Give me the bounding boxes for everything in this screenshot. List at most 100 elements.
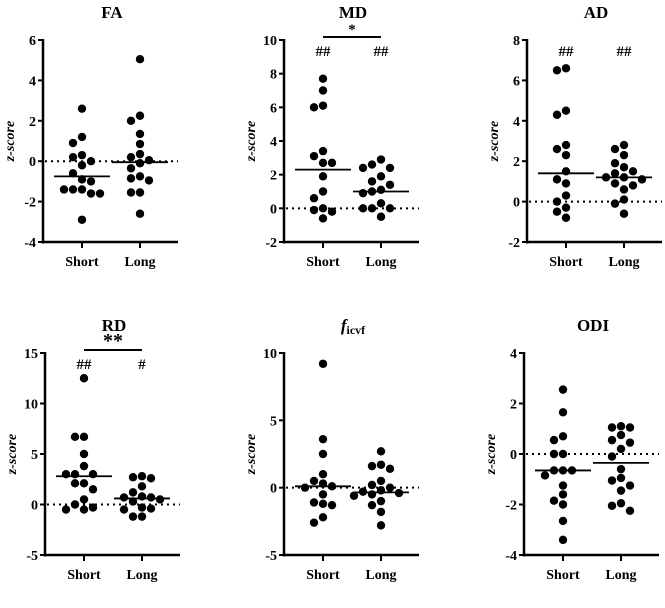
- data-point-short: [558, 432, 568, 441]
- data-point-short: [309, 476, 319, 486]
- data-point-long: [376, 521, 386, 530]
- data-point-long: [607, 435, 617, 445]
- data-point-long: [119, 493, 129, 502]
- data-point-short: [318, 490, 328, 499]
- data-point-long: [616, 473, 626, 483]
- chart-title: ficvf: [341, 316, 366, 337]
- panel-md: MD z-score -2 0 2 4 6 8 10 Short Long ## ## *: [241, 0, 463, 290]
- y-tick-label: -2: [265, 236, 277, 251]
- data-point-short: [79, 374, 89, 383]
- chart-title: AD: [584, 3, 609, 22]
- y-tick-label: 5: [270, 414, 277, 429]
- data-point-long: [625, 438, 635, 447]
- x-tick-label: Short: [306, 255, 340, 270]
- data-point-short: [318, 74, 328, 83]
- data-point-short: [68, 185, 78, 194]
- x-tick-label: Long: [365, 568, 396, 583]
- data-point-short: [318, 513, 328, 522]
- data-point-short: [552, 144, 562, 154]
- data-point-long: [607, 452, 617, 461]
- data-point-long: [144, 176, 154, 185]
- data-point-short: [86, 189, 96, 198]
- data-point-long: [619, 163, 629, 172]
- data-point-short: [558, 481, 568, 490]
- data-point-short: [77, 215, 87, 224]
- data-point-short: [88, 503, 98, 512]
- x-tick-label: Short: [549, 255, 583, 270]
- data-point-long: [376, 212, 386, 221]
- data-point-short: [549, 435, 559, 445]
- data-point-long: [137, 482, 147, 491]
- x-tick-label: Short: [306, 568, 340, 583]
- data-point-short: [558, 516, 568, 526]
- y-tick-label: -2: [24, 196, 36, 211]
- data-point-long: [137, 503, 147, 512]
- data-point-long: [126, 174, 136, 183]
- data-point-long: [610, 169, 620, 178]
- data-point-long: [376, 496, 386, 506]
- data-point-short: [552, 207, 562, 216]
- y-tick-label: 4: [270, 135, 277, 150]
- data-point-short: [300, 483, 310, 492]
- data-point-long: [376, 507, 386, 517]
- data-point-short: [318, 86, 328, 95]
- data-point-long: [385, 483, 395, 492]
- data-point-short: [309, 103, 319, 112]
- data-point-long: [619, 185, 629, 194]
- panel-rd: RD z-score -5 0 5 10 15 Short Long ## # **: [2, 313, 224, 603]
- data-point-long: [135, 139, 145, 149]
- data-point-long: [625, 481, 635, 490]
- panel-fa: FA z-score -4 -2 0 2 4 6 Short Long: [0, 0, 222, 290]
- data-point-long: [367, 177, 377, 186]
- data-point-long: [135, 129, 145, 139]
- data-point-long: [607, 423, 617, 432]
- y-tick-label: 4: [29, 74, 36, 89]
- y-tick-label: 2: [270, 169, 277, 184]
- panel-ficvf: ficvf z-score -5 0 5 10 Short Long: [241, 313, 463, 603]
- y-tick-label: 10: [263, 347, 277, 362]
- data-point-short: [318, 158, 328, 168]
- data-point-long: [146, 493, 156, 502]
- data-point-short: [327, 207, 337, 216]
- data-point-short: [552, 197, 562, 206]
- data-point-short: [561, 140, 571, 150]
- panel-odi: ODI z-score -4 -2 0 2 4 Short Long: [481, 313, 665, 603]
- data-point-short: [561, 106, 571, 115]
- data-point-short: [561, 179, 571, 188]
- data-point-long: [610, 199, 620, 208]
- data-point-short: [561, 64, 571, 73]
- data-point-short: [77, 104, 87, 113]
- data-point-long: [135, 188, 145, 197]
- data-point-long: [376, 155, 386, 164]
- data-point-long: [610, 179, 620, 188]
- data-point-short: [318, 146, 328, 156]
- data-point-long: [385, 204, 395, 213]
- y-tick-label: 5: [31, 448, 38, 463]
- data-point-short: [309, 498, 319, 507]
- data-point-short: [59, 185, 69, 194]
- data-point-short: [561, 213, 571, 222]
- data-point-short: [561, 191, 571, 200]
- data-point-long: [126, 116, 136, 126]
- data-point-long: [135, 111, 145, 120]
- chart-title: FA: [101, 3, 123, 22]
- y-tick-label: 0: [270, 482, 277, 497]
- data-point-long: [628, 181, 638, 190]
- x-tick-label: Short: [546, 568, 580, 583]
- chart-svg: MD z-score -2 0 2 4 6 8 10 Short Long ## ## *: [244, 3, 419, 270]
- y-axis-label: z-score: [3, 121, 18, 162]
- data-point-long: [119, 505, 129, 514]
- data-point-long: [358, 163, 368, 173]
- data-point-long: [376, 172, 386, 181]
- y-tick-label: 2: [510, 398, 517, 413]
- data-point-long: [607, 476, 617, 485]
- data-point-short: [318, 172, 328, 181]
- data-point-short: [77, 175, 87, 184]
- data-point-long: [619, 150, 629, 160]
- chart-svg: FA z-score -4 -2 0 2 4 6 Short Long: [3, 3, 178, 270]
- y-axis-label: z-score: [5, 434, 20, 475]
- data-point-long: [126, 152, 136, 162]
- data-point-short: [79, 495, 89, 504]
- y-tick-label: 4: [510, 347, 517, 362]
